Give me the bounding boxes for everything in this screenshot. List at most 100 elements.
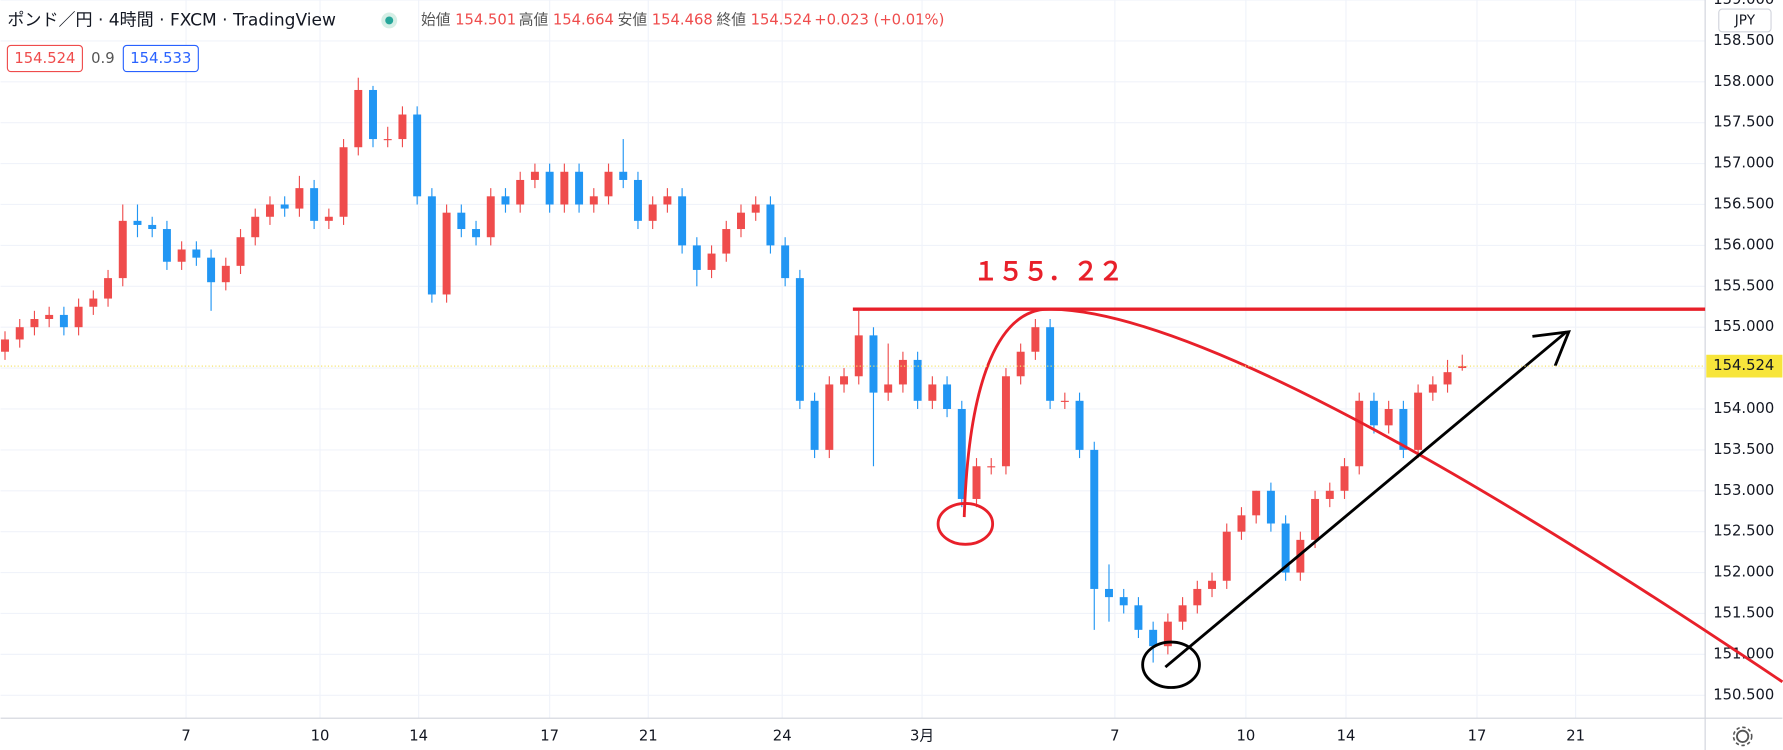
- grid: [0, 0, 1706, 719]
- candle-body: [442, 212, 451, 295]
- drawn-circle: [936, 501, 995, 546]
- candle-body: [530, 171, 539, 180]
- ohlc-value: 154.501: [455, 11, 516, 28]
- candle-body: [265, 204, 274, 217]
- candle-body: [1311, 498, 1320, 540]
- candle-body: [854, 335, 863, 377]
- candle-body: [1, 339, 9, 352]
- currency[interactable]: JPY: [1734, 12, 1756, 28]
- y-tick-label: 151.000: [1713, 645, 1774, 662]
- candle-body: [589, 196, 598, 205]
- candle-body: [722, 229, 731, 254]
- candle-body: [45, 314, 54, 320]
- candle-body: [339, 147, 348, 217]
- candle-body: [486, 196, 495, 238]
- candle-body: [913, 359, 922, 401]
- candles: [1, 77, 1467, 663]
- candle-body: [619, 171, 628, 180]
- ohlc-value: 154.664: [553, 11, 614, 28]
- y-tick-label: 157.000: [1713, 155, 1774, 172]
- candle-body: [383, 139, 392, 141]
- candle-body: [1105, 588, 1113, 598]
- candle-body: [30, 319, 39, 328]
- arrow-head: [1532, 330, 1571, 367]
- candle-body: [1090, 449, 1099, 589]
- candle-body: [354, 89, 363, 148]
- y-tick-label: 156.000: [1713, 236, 1774, 253]
- candle-body: [1001, 376, 1010, 467]
- candle-body: [162, 229, 171, 262]
- ohlc-value: 154.524: [751, 11, 812, 28]
- candle-body: [648, 204, 657, 221]
- candle-body: [575, 171, 584, 205]
- candle-body: [1193, 588, 1202, 606]
- x-tick-label: 7: [1110, 727, 1119, 744]
- sell-button[interactable]: [6, 44, 83, 73]
- settings-icon[interactable]: [1732, 726, 1753, 747]
- candle-body: [692, 245, 701, 270]
- change: +0.023 (+0.01%): [814, 11, 944, 28]
- buy-button[interactable]: [122, 44, 199, 73]
- candle-body: [1237, 515, 1246, 532]
- candle-body: [560, 171, 569, 205]
- candle-body: [1355, 400, 1364, 467]
- candle-body: [501, 196, 510, 205]
- candle-body: [766, 204, 775, 246]
- ohlc-value: 154.468: [652, 11, 713, 28]
- candle-body: [1384, 408, 1393, 426]
- candle-body: [1075, 400, 1084, 450]
- candle-body: [1399, 408, 1408, 450]
- candle-body: [192, 249, 201, 258]
- drawn-curve: [962, 307, 1783, 683]
- candle-body: [74, 306, 83, 328]
- candle-body: [795, 278, 804, 401]
- y-tick-label: 153.500: [1713, 441, 1774, 458]
- candle-body: [1016, 351, 1025, 377]
- candle-body: [972, 466, 981, 499]
- candle-body: [898, 359, 907, 385]
- ohlc-label: 終値: [716, 11, 746, 28]
- candle-body: [89, 298, 98, 307]
- y-tick-label: 155.000: [1713, 318, 1774, 335]
- candle-body: [236, 237, 245, 266]
- candle-body: [324, 216, 333, 221]
- sell-price[interactable]: 154.524: [14, 50, 75, 67]
- candle-body: [987, 466, 996, 468]
- candle-body: [427, 196, 436, 295]
- candle-body: [251, 216, 260, 238]
- candle-body: [1369, 400, 1378, 426]
- candle-body: [1340, 466, 1349, 491]
- candle-body: [1428, 384, 1437, 393]
- ohlc-label: 始値: [421, 11, 451, 28]
- candle-body: [15, 327, 24, 340]
- candle-body: [1458, 366, 1467, 369]
- candle-body: [678, 196, 687, 246]
- candle-body: [633, 179, 642, 221]
- ohlc-label: 安値: [618, 11, 648, 28]
- candle-body: [1178, 605, 1187, 622]
- candle-body: [1252, 490, 1261, 516]
- candle-body: [1266, 490, 1275, 524]
- x-tick-label: 7: [181, 727, 190, 744]
- x-tick-label: 10: [311, 727, 330, 744]
- currency-button[interactable]: [1718, 8, 1772, 33]
- candle-body: [472, 229, 481, 238]
- candle-body: [295, 188, 304, 209]
- candle-body: [869, 335, 878, 393]
- candle-body: [177, 249, 186, 262]
- drawn-arrow: [1164, 330, 1568, 669]
- candle-body: [1325, 490, 1334, 499]
- y-tick-label: 158.000: [1713, 73, 1774, 90]
- candle-body: [310, 188, 319, 221]
- buy-price[interactable]: 154.533: [130, 50, 191, 67]
- candle-body: [1443, 372, 1452, 385]
- symbol: ポンド／円 · 4時間 · FXCM · TradingView: [7, 10, 336, 30]
- candle-body: [1281, 523, 1290, 573]
- candle-body: [413, 114, 422, 197]
- candle-body: [1046, 327, 1055, 401]
- candle-body: [1119, 597, 1128, 606]
- candle-body: [516, 179, 525, 205]
- candle-body: [943, 384, 952, 409]
- y-tick-label: 152.000: [1713, 564, 1774, 581]
